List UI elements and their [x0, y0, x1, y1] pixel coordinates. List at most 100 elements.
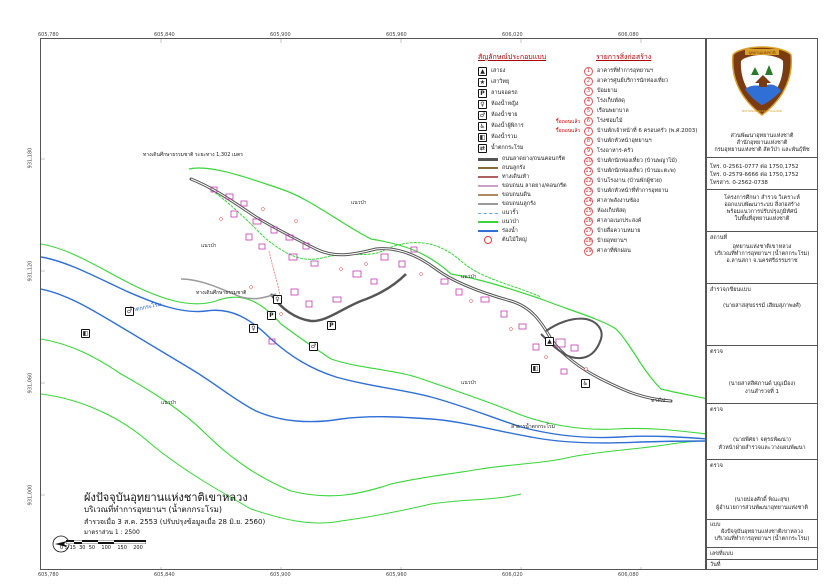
project-line: ในพื้นที่อุทยานแห่งชาติ [734, 216, 790, 222]
building-item: 1 อาคารที่ทำการอุทยานฯ [584, 66, 653, 76]
plan-line: บริเวณที่ทำการอุทยานฯ (น้ำตกกระโรม) [714, 536, 810, 542]
forest-boundary-inner [190, 178, 542, 298]
grid-label-x: 605,960 [386, 32, 407, 38]
scale-ticks: 0 5 15 30 50 100 150 200 [60, 545, 143, 551]
scale-text: มาตราส่วน 1 : 2500 [84, 529, 140, 536]
dirt-edge-swatch [478, 194, 498, 196]
toilet-icon: ◧ [478, 132, 487, 142]
approved-label: ตรวจ [710, 407, 723, 413]
footpath-swatch [478, 176, 498, 178]
toilet-icon: ◧ [81, 329, 90, 338]
demolished-tag: รื้อถอนแล้ว [556, 128, 581, 134]
female-toilet-icon: ♀ [478, 99, 487, 109]
parking-icon: P [267, 311, 276, 320]
divider [707, 519, 817, 520]
trail-label: ทางเดินศึกษาธรรมชาติ ระยะทาง 1,302 เมตร [143, 152, 243, 158]
male-toilet-icon: ♂ [478, 110, 487, 120]
building-item: 17 ป้ายสื่อความหมาย [584, 226, 641, 236]
agreed-label: ตรวจ [710, 463, 723, 469]
legend-line: ขอบถนน ลาดยาง/คอนกรีต [478, 182, 567, 190]
buildings [210, 186, 579, 375]
river-bank-a [41, 256, 705, 440]
legend-line: ขอบถนนดิน [478, 191, 531, 199]
approved-role: หัวหน้าฝ่ายสำรวจและวางแผนพัฒนา [718, 445, 806, 451]
fence-swatch [478, 212, 498, 214]
project-line: โครงการศึกษา สำรวจ วิเคราะห์ [724, 195, 800, 201]
toilet-icon: ♂ [125, 307, 134, 316]
building-item: 10 บ้านพักนักท่องเที่ยว (บ้านพญาไม้) [584, 156, 677, 166]
trees [219, 207, 588, 371]
river-bank-b [41, 288, 705, 444]
org-line: กรมอุทยานแห่งชาติ สัตว์ป่า และพันธุ์พืช [714, 147, 810, 153]
contact-line: โทร. 0-2561-0777 ต่อ 1750,1752 [710, 164, 799, 170]
divider [707, 345, 817, 346]
legend-symbol: P ลานจอดรถ [478, 88, 518, 98]
paved-road-swatch [478, 157, 498, 161]
map-drawing [41, 39, 705, 569]
date-label: วันที่ [710, 562, 721, 568]
gravel-road [180, 278, 277, 300]
grid-label-x: 605,960 [386, 572, 407, 578]
grid-label-x: 605,840 [154, 32, 175, 38]
grid-label-x: 605,900 [270, 32, 291, 38]
divider [707, 559, 817, 560]
tree-icon [484, 236, 492, 244]
stream-label: ลำธารน้ำตกกระโรม [511, 424, 555, 430]
laterite-road-swatch [478, 167, 498, 169]
parking-icon: P [478, 88, 487, 98]
gravel-edge-swatch [478, 203, 498, 205]
branch-road-west [269, 273, 407, 323]
org-line: ส่วนพัฒนาอุทยานแห่งชาติ [730, 133, 794, 139]
map-legend: สัญลักษณ์ประกอบแบบ รายการสิ่งก่อสร้าง ▲ เ… [478, 52, 700, 262]
toilet-icon: ♿ [581, 379, 590, 388]
org-line: สำนักอุทยานแห่งชาติ [736, 140, 788, 146]
divider [707, 157, 817, 158]
stream-swatch [478, 230, 498, 232]
location-line: อ.ลานสกา จ.นครศรีธรรมราช [726, 258, 798, 264]
forest-label: แนวป่า [351, 200, 367, 206]
buildings-title: รายการสิ่งก่อสร้าง [596, 53, 652, 61]
project-line: ออกแบบพัฒนาระบบ สิ่งก่อสร้าง [724, 202, 800, 208]
branch-road-loop [540, 317, 603, 359]
building-item: 2 อาคารศูนย์บริการนักท่องเที่ยว [584, 76, 668, 86]
grid-label-y: 931,060 [27, 372, 34, 394]
grid-label-x: 606,020 [502, 572, 523, 578]
flag-icon: ▲ [478, 66, 487, 76]
location-line: บริเวณที่ทำการอุทยานฯ (น้ำตกกระโรม) [714, 251, 810, 257]
toilet-icon: ◧ [531, 364, 540, 373]
divider [707, 189, 817, 190]
scale-bar [66, 540, 146, 544]
survey-date: สำรวจเมื่อ 3 ส.ค. 2553 (ปรับปรุงข้อมูลเม… [84, 518, 266, 526]
plan-line: ผังปัจจุบันอุทยานแห่งชาติเขาหลวง [721, 529, 803, 535]
toilet-icon: ♀ [249, 324, 258, 333]
project-line: พร้อมแนวการปรับปรุงภูมิทัศน์ [726, 209, 798, 215]
legend-line: แนวรั้ว [478, 209, 518, 217]
building-item: 16 ศาลาอเนกประสงค์ [584, 216, 642, 226]
grid-ticks [41, 39, 642, 569]
map-subtitle: บริเวณที่ทำการอุทยานฯ (น้ำตกกระโรม) [84, 505, 223, 514]
radio-mast-icon: ★ [478, 77, 487, 87]
legend-line: ถนนลาดยาง/ถนนคอนกรีต [478, 155, 565, 163]
road-edge-swatch [478, 185, 498, 187]
agreed-role: ผู้อำนวยการส่วนพัฒนาอุทยานแห่งชาติ [716, 505, 808, 511]
divider [707, 231, 817, 232]
divider [707, 459, 817, 460]
legend-line: ทางเดินเท้า [478, 173, 529, 181]
building-item: 5 เรือนพยาบาล [584, 106, 629, 116]
contact-line: โทร. 0-2579-6666 ต่อ 1750,1752 [710, 172, 799, 178]
location-label: สถานที่ [710, 235, 728, 241]
forest-label: แนวป่า [161, 400, 177, 406]
legend-line: ขอบถนนลูกรัง [478, 200, 536, 208]
forest-boundary-river-north [41, 243, 705, 435]
toilet-icon: ♂ [309, 342, 318, 351]
map-frame: ทางเดินศึกษาธรรมชาติ ระยะทาง 1,302 เมตร … [40, 38, 706, 570]
flag-icon: ▲ [545, 337, 554, 346]
north-arrow-icon [52, 535, 70, 553]
national-park-logo: อุทยานแห่งชาติ NATIONAL PARK THAILAND [731, 46, 793, 116]
accessible-toilet-icon: ♿ [478, 121, 487, 131]
waterfall-icon: ⇄ [478, 143, 487, 153]
direction-label: ทางไป [651, 398, 666, 404]
legend-line: ร่องน้ำ [478, 227, 518, 235]
legend-symbol: ⇄ น้ำตกกระโรม [478, 143, 524, 153]
building-item: 12 บ้านโรงงาน (บ้านพักผู้ช่วย) [584, 176, 663, 186]
